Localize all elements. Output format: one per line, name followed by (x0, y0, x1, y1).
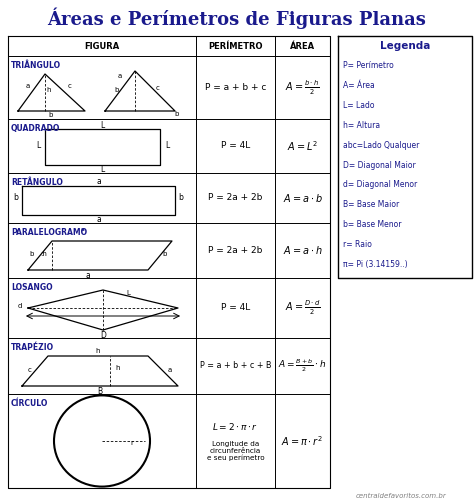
Text: b: b (49, 112, 53, 118)
Text: $A = \frac{B+b}{2} \cdot h$: $A = \frac{B+b}{2} \cdot h$ (278, 358, 327, 374)
Text: Legenda: Legenda (380, 41, 430, 51)
Text: c: c (156, 85, 160, 91)
Text: PERÍMETRO: PERÍMETRO (208, 42, 263, 51)
Text: r: r (130, 440, 134, 446)
Text: L: L (126, 290, 130, 296)
Text: RETÂNGULO: RETÂNGULO (11, 178, 63, 187)
Text: L: L (165, 141, 169, 150)
Text: h: h (47, 87, 51, 93)
Text: L: L (100, 165, 105, 174)
Text: Longitude da
circunferência
e seu perímetro: Longitude da circunferência e seu períme… (207, 441, 264, 461)
Text: TRAPÉZIO: TRAPÉZIO (11, 343, 54, 352)
Text: $A = \pi \cdot r^2$: $A = \pi \cdot r^2$ (282, 434, 324, 448)
Text: a: a (81, 227, 85, 232)
Text: L: L (36, 141, 40, 150)
Text: L: L (100, 121, 105, 129)
Text: abc=Lado Qualquer: abc=Lado Qualquer (343, 141, 419, 150)
Text: B: B (98, 386, 102, 395)
Text: P = a + b + c: P = a + b + c (205, 83, 266, 92)
Text: h: h (96, 348, 100, 354)
Text: LOSANGO: LOSANGO (11, 283, 53, 292)
Text: P = 2a + 2b: P = 2a + 2b (208, 246, 263, 255)
Text: FIGURA: FIGURA (84, 42, 119, 51)
Text: :h: :h (41, 252, 47, 258)
Text: a: a (118, 73, 122, 79)
Text: b: b (175, 111, 179, 117)
Text: b: b (30, 250, 34, 257)
Text: d: d (18, 303, 22, 309)
Text: Áreas e Perímetros de Figuras Planas: Áreas e Perímetros de Figuras Planas (47, 7, 427, 29)
Text: a: a (96, 215, 101, 224)
Text: B= Base Maior: B= Base Maior (343, 200, 399, 209)
Text: b: b (14, 193, 18, 202)
Text: c: c (68, 83, 72, 89)
Text: TRIÂNGULO: TRIÂNGULO (11, 61, 61, 70)
Text: D: D (100, 332, 106, 341)
Text: $L = 2 \cdot \pi \cdot r$: $L = 2 \cdot \pi \cdot r$ (212, 421, 258, 432)
Text: $A = \frac{b \cdot h}{2}$: $A = \frac{b \cdot h}{2}$ (285, 78, 320, 97)
Text: b: b (163, 250, 167, 257)
Text: d= Diagonal Menor: d= Diagonal Menor (343, 180, 417, 189)
Text: a: a (26, 83, 30, 89)
Text: $A = a \cdot b$: $A = a \cdot b$ (283, 192, 322, 204)
Text: a: a (168, 367, 172, 373)
Text: $A = a \cdot h$: $A = a \cdot h$ (283, 244, 322, 257)
Text: centraldefavoritos.com.br: centraldefavoritos.com.br (356, 493, 447, 499)
Text: CÍRCULO: CÍRCULO (11, 399, 48, 408)
Text: P = 4L: P = 4L (221, 141, 250, 150)
Text: b: b (179, 193, 183, 202)
Text: P = 4L: P = 4L (221, 304, 250, 313)
Text: h= Altura: h= Altura (343, 121, 380, 130)
Text: ÁREA: ÁREA (290, 42, 315, 51)
Text: P= Perímetro: P= Perímetro (343, 62, 394, 71)
Text: c: c (28, 367, 32, 373)
Text: L= Lado: L= Lado (343, 101, 374, 110)
Text: A= Área: A= Área (343, 81, 375, 90)
Text: h: h (116, 365, 120, 371)
Text: b: b (115, 87, 119, 93)
Text: $A = L^2$: $A = L^2$ (287, 139, 318, 153)
Text: a: a (86, 271, 91, 280)
Text: QUADRADO: QUADRADO (11, 124, 60, 133)
Text: a: a (96, 176, 101, 185)
Text: PARALELOGRAMO: PARALELOGRAMO (11, 228, 87, 237)
Text: D= Diagonal Maior: D= Diagonal Maior (343, 160, 416, 169)
Text: π= Pi (3.14159..): π= Pi (3.14159..) (343, 260, 408, 269)
Text: P = 2a + 2b: P = 2a + 2b (208, 193, 263, 202)
Text: r= Raio: r= Raio (343, 240, 372, 249)
Text: P = a + b + c + B: P = a + b + c + B (200, 362, 271, 371)
Text: $A = \frac{D \cdot d}{2}$: $A = \frac{D \cdot d}{2}$ (285, 299, 320, 317)
Text: b= Base Menor: b= Base Menor (343, 220, 401, 229)
